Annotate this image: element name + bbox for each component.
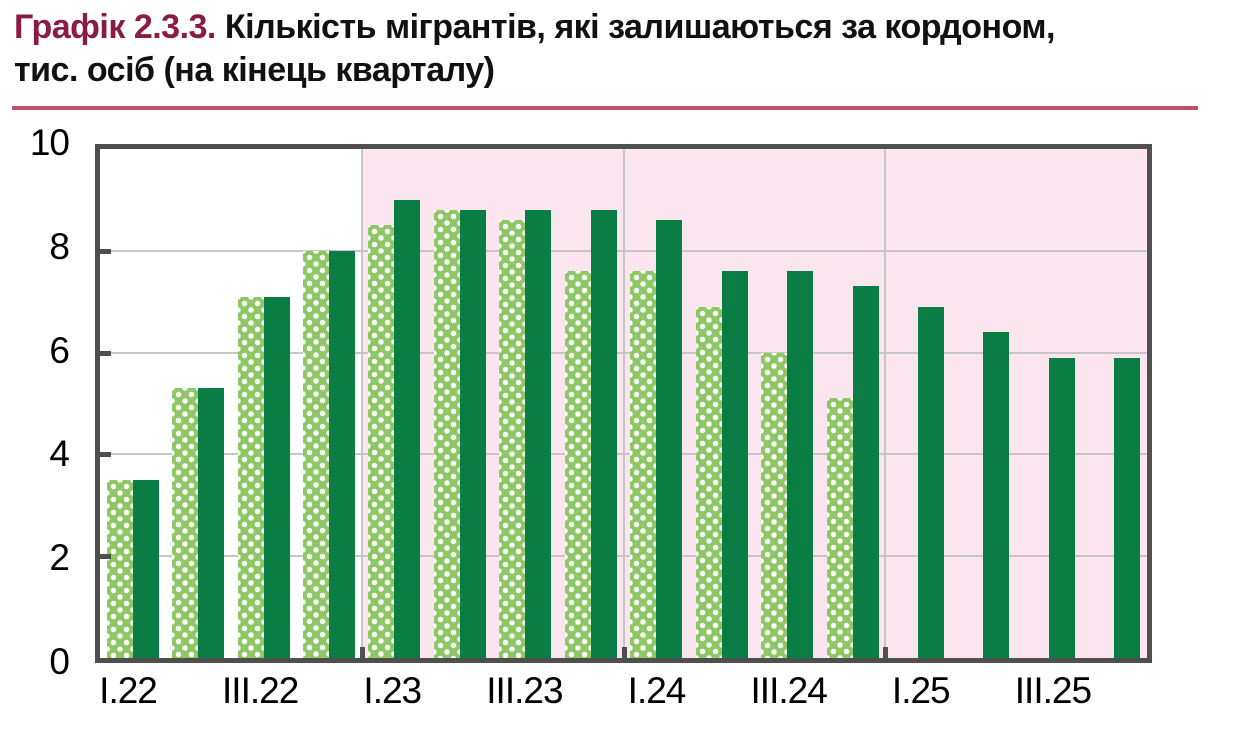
x-tick-mark [621, 647, 627, 658]
title-underline [12, 106, 1198, 110]
bar-dark-solid [459, 210, 486, 658]
bar-dark-solid [132, 479, 159, 658]
bar-dark-solid [525, 210, 552, 658]
bar-group [296, 149, 361, 658]
bar-light-dotted [630, 271, 657, 658]
y-tick-label: 4 [49, 433, 70, 475]
bar-light-dotted [368, 225, 395, 658]
bar-dark-solid [590, 210, 617, 658]
bar-group [493, 149, 558, 658]
bar-group [165, 149, 230, 658]
bar-group [885, 149, 950, 658]
bar-light-dotted [237, 296, 264, 658]
x-tick-mark [883, 647, 889, 658]
y-axis: 10 8 6 4 2 0 [0, 122, 95, 682]
x-tick-label: I.23 [363, 670, 422, 711]
bar-light-dotted [826, 398, 853, 658]
bar-group [1016, 149, 1081, 658]
bar-light-dotted [172, 388, 199, 658]
v-gridline [622, 149, 625, 658]
bar-light-dotted [499, 220, 526, 658]
y-tick-label: 8 [49, 225, 70, 267]
bar-dark-solid [656, 220, 683, 658]
bar-dark-solid [852, 286, 879, 658]
bar-dark-solid [394, 199, 421, 658]
x-tick-label: III.25 [1014, 670, 1092, 711]
bar-dark-solid [1048, 357, 1075, 658]
x-tick-label: III.24 [750, 670, 828, 711]
bar-dark-solid [198, 388, 225, 658]
bar-light-dotted [695, 306, 722, 658]
x-tick-label: III.23 [486, 670, 563, 711]
x-tick-label: I.25 [891, 670, 951, 711]
y-tick-mark [100, 350, 111, 356]
chart-title-line1: Графік 2.3.3. Кількість мігрантів, які за… [14, 6, 1244, 49]
bar-light-dotted [303, 250, 330, 658]
bar-dark-solid [329, 250, 356, 658]
x-tick-label: I.22 [99, 670, 158, 711]
y-tick-label: 2 [49, 537, 70, 579]
bar-dark-solid [787, 271, 814, 658]
x-tick-mark [359, 647, 365, 658]
bar-group [1082, 149, 1147, 658]
chart-title-line2: тис. осіб (на кінець кварталу) [14, 51, 495, 89]
plot-area [95, 144, 1152, 663]
v-gridline [884, 149, 887, 658]
bar-group [427, 149, 492, 658]
bar-dark-solid [263, 296, 290, 658]
bar-group [820, 149, 885, 658]
bar-dark-solid [1114, 357, 1141, 658]
y-tick-mark [100, 554, 111, 560]
bar-dark-solid [917, 306, 944, 658]
bar-light-dotted [106, 479, 133, 658]
v-gridline [360, 149, 363, 658]
bar-group [231, 149, 296, 658]
y-tick-label: 0 [49, 641, 70, 683]
y-tick-label: 10 [29, 122, 70, 164]
chart-number: Графік 2.3.3. [14, 8, 216, 46]
bar-dark-solid [983, 332, 1010, 658]
y-tick-label: 6 [49, 329, 70, 371]
bar-group [754, 149, 819, 658]
bar-group [362, 149, 427, 658]
chart-title-text: Кількість мігрантів, які залишаються за … [224, 8, 1056, 46]
y-tick-mark [100, 248, 111, 254]
x-tick-label: I.24 [627, 670, 687, 711]
bar-light-dotted [761, 352, 788, 658]
x-tick-label: III.22 [222, 670, 299, 711]
bars-layer [100, 149, 1147, 658]
bar-group [558, 149, 623, 658]
x-axis: I.22 III.22 I.23 III.23 I.24 III.24 I.25 III.25 [95, 670, 1152, 720]
bar-group [624, 149, 689, 658]
bar-group [689, 149, 754, 658]
chart-header: Графік 2.3.3. Кількість мігрантів, які за… [14, 6, 1244, 92]
forecast-region [361, 149, 1147, 658]
y-tick-mark [100, 452, 111, 458]
bar-light-dotted [564, 271, 591, 658]
bar-dark-solid [721, 271, 748, 658]
bar-group [100, 149, 165, 658]
bar-light-dotted [433, 210, 460, 658]
bar-group [951, 149, 1016, 658]
